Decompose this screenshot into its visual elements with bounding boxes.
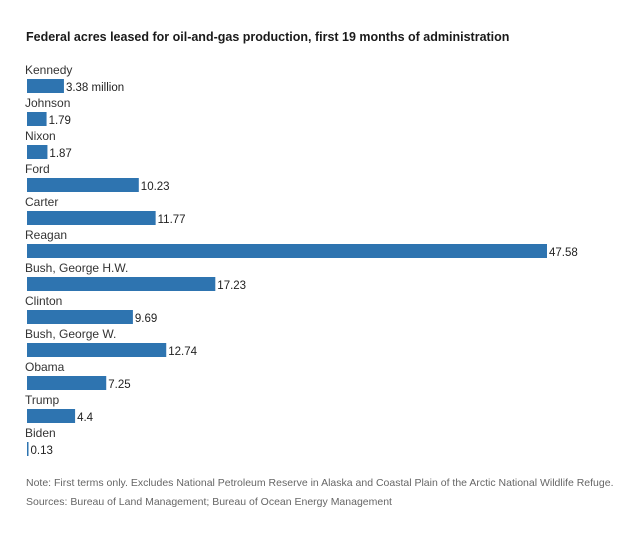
bar-kennedy	[27, 79, 64, 93]
value-label-bush-george-w: 12.74	[168, 346, 197, 358]
category-label-trump: Trump	[25, 393, 60, 407]
category-label-bush-george-w: Bush, George W.	[25, 327, 116, 341]
category-label-carter: Carter	[25, 195, 58, 209]
chart-sources: Sources: Bureau of Land Management; Bure…	[26, 495, 392, 508]
value-label-obama: 7.25	[108, 379, 130, 391]
category-label-johnson: Johnson	[25, 96, 70, 110]
value-label-biden: 0.13	[31, 445, 53, 457]
bar-nixon	[27, 145, 48, 159]
bar-bush-george-h-w	[27, 277, 216, 291]
bar-bush-george-w	[27, 343, 167, 357]
chart-title: Federal acres leased for oil-and-gas pro…	[26, 30, 510, 44]
bar-clinton	[27, 310, 133, 324]
value-label-trump: 4.4	[77, 412, 94, 424]
category-label-reagan: Reagan	[25, 228, 67, 242]
category-label-clinton: Clinton	[25, 294, 62, 308]
value-label-carter: 11.77	[158, 214, 186, 226]
bar-johnson	[27, 112, 47, 126]
value-label-bush-george-h-w: 17.23	[217, 280, 246, 292]
category-label-ford: Ford	[25, 162, 50, 176]
bar-reagan	[27, 244, 547, 258]
bar-carter	[27, 211, 156, 225]
bar-biden	[27, 442, 29, 456]
bar-chart: Kennedy 3.38 million Johnson 1.79 Nixon 1.87 F…	[25, 63, 578, 457]
value-label-clinton: 9.69	[135, 313, 157, 325]
chart-note: Note: First terms only. Excludes Nationa…	[26, 477, 614, 489]
category-label-kennedy: Kennedy	[25, 63, 72, 77]
value-label-ford: 10.23	[141, 181, 170, 193]
value-label-johnson: 1.79	[49, 115, 71, 127]
category-label-biden: Biden	[25, 426, 56, 440]
bar-obama	[27, 376, 107, 390]
value-label-nixon: 1.87	[49, 148, 71, 160]
category-label-nixon: Nixon	[25, 129, 56, 143]
chart-footer: Note: First terms only. Excludes Nationa…	[26, 476, 616, 509]
category-label-bush-george-h-w: Bush, George H.W.	[25, 261, 128, 275]
category-label-obama: Obama	[25, 360, 65, 374]
value-label-kennedy: 3.38 million	[66, 82, 124, 94]
bar-trump	[27, 409, 76, 423]
value-label-reagan: 47.58	[549, 247, 578, 259]
bar-ford	[27, 178, 139, 192]
